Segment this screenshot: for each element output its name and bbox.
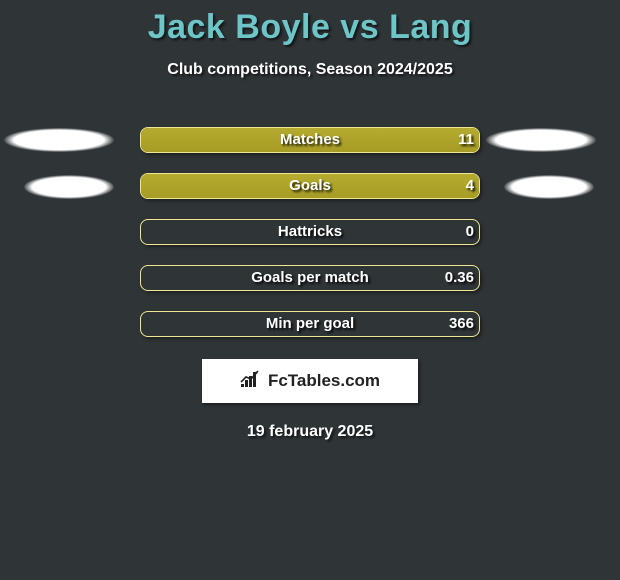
- stat-bar-fill-right: [309, 174, 479, 198]
- stat-row: Hattricks0: [0, 209, 620, 255]
- stat-bar-fill-right: [309, 128, 479, 152]
- stat-value-right: 4: [466, 173, 474, 199]
- player-marker-right: [504, 175, 594, 199]
- player-marker-left: [4, 128, 114, 152]
- stat-bar-track: [140, 219, 480, 245]
- stat-row: Goals4: [0, 163, 620, 209]
- stat-row: Min per goal366: [0, 301, 620, 347]
- stat-bar-track: [140, 127, 480, 153]
- stat-bar-track: [140, 173, 480, 199]
- stat-bar-fill-left: [141, 128, 311, 152]
- comparison-card: Jack Boyle vs Lang Club competitions, Se…: [0, 0, 620, 580]
- stat-bar-fill-left: [141, 174, 311, 198]
- brand-label: FcTables.com: [268, 371, 380, 391]
- page-title: Jack Boyle vs Lang: [0, 8, 620, 47]
- date-line: 19 february 2025: [0, 423, 620, 441]
- brand-badge[interactable]: FcTables.com: [202, 359, 418, 403]
- stat-value-right: 366: [449, 311, 474, 337]
- player-marker-right: [486, 128, 596, 152]
- brand-icon: [240, 370, 262, 393]
- stats-rows: Matches11Goals4Hattricks0Goals per match…: [0, 117, 620, 347]
- stat-row: Matches11: [0, 117, 620, 163]
- player-marker-left: [24, 175, 114, 199]
- stat-value-right: 0.36: [445, 265, 474, 291]
- stat-bar-track: [140, 311, 480, 337]
- stat-bar-track: [140, 265, 480, 291]
- page-subtitle: Club competitions, Season 2024/2025: [0, 61, 620, 79]
- stat-value-right: 0: [466, 219, 474, 245]
- stat-row: Goals per match0.36: [0, 255, 620, 301]
- stat-value-right: 11: [458, 127, 474, 153]
